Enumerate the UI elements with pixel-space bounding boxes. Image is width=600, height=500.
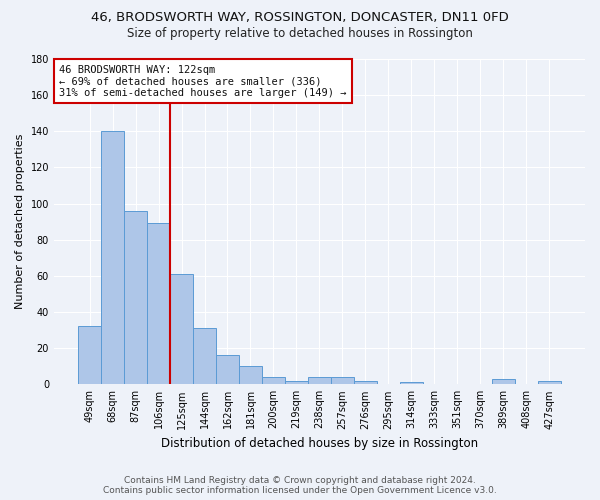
Bar bbox=[354, 380, 377, 384]
Bar bbox=[538, 380, 561, 384]
Text: Contains HM Land Registry data © Crown copyright and database right 2024.
Contai: Contains HM Land Registry data © Crown c… bbox=[103, 476, 497, 495]
Bar bbox=[216, 356, 239, 384]
Y-axis label: Number of detached properties: Number of detached properties bbox=[15, 134, 25, 310]
Bar bbox=[124, 211, 147, 384]
Bar bbox=[101, 132, 124, 384]
Bar bbox=[170, 274, 193, 384]
Text: 46, BRODSWORTH WAY, ROSSINGTON, DONCASTER, DN11 0FD: 46, BRODSWORTH WAY, ROSSINGTON, DONCASTE… bbox=[91, 11, 509, 24]
Bar bbox=[492, 379, 515, 384]
Bar bbox=[400, 382, 423, 384]
X-axis label: Distribution of detached houses by size in Rossington: Distribution of detached houses by size … bbox=[161, 437, 478, 450]
Bar bbox=[78, 326, 101, 384]
Bar bbox=[262, 377, 285, 384]
Bar bbox=[147, 224, 170, 384]
Text: Size of property relative to detached houses in Rossington: Size of property relative to detached ho… bbox=[127, 28, 473, 40]
Bar bbox=[285, 380, 308, 384]
Bar bbox=[308, 377, 331, 384]
Text: 46 BRODSWORTH WAY: 122sqm
← 69% of detached houses are smaller (336)
31% of semi: 46 BRODSWORTH WAY: 122sqm ← 69% of detac… bbox=[59, 64, 347, 98]
Bar bbox=[239, 366, 262, 384]
Bar bbox=[331, 377, 354, 384]
Bar bbox=[193, 328, 216, 384]
